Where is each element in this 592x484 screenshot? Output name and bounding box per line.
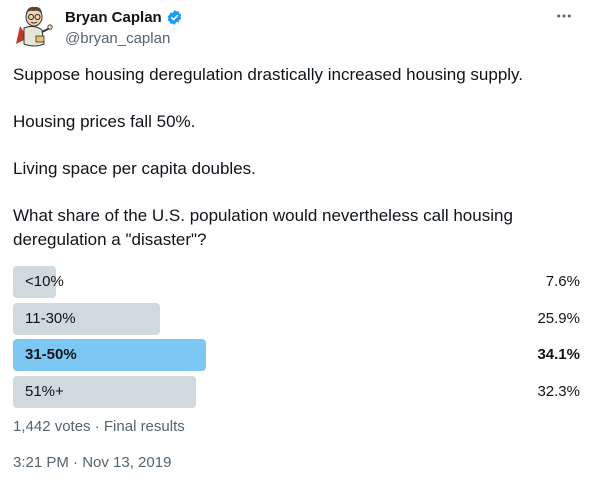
tweet-header: Bryan Caplan @bryan_caplan xyxy=(12,4,580,48)
poll-option-label: 11-30% xyxy=(25,309,76,327)
poll-option-percent: 25.9% xyxy=(537,309,580,327)
poll-option: <10% 7.6% xyxy=(13,266,580,298)
poll-option-label: <10% xyxy=(25,273,64,290)
cartoon-avatar-icon xyxy=(16,6,53,47)
author-block: Bryan Caplan @bryan_caplan xyxy=(65,7,183,47)
poll-option-bar-winner xyxy=(13,339,206,371)
poll-option: 11-30% 25.9% xyxy=(13,302,580,335)
poll-option: 31-50% 34.1% xyxy=(13,339,580,371)
poll-option-label: 51%+ xyxy=(25,382,64,400)
poll-option-bar xyxy=(13,302,160,335)
avatar[interactable] xyxy=(14,4,54,48)
poll-option: 51%+ 32.3% xyxy=(13,375,580,408)
poll-option-percent: 7.6% xyxy=(545,273,580,290)
poll-option-percent: 34.1% xyxy=(537,346,580,363)
more-horizontal-icon[interactable] xyxy=(552,4,576,28)
tweet-paragraph: Housing prices fall 50%. xyxy=(13,112,196,131)
tweet-paragraph: What share of the U.S. population would … xyxy=(13,206,513,249)
poll-option-bar xyxy=(13,375,196,408)
poll-option-percent: 32.3% xyxy=(537,382,580,400)
verified-badge-icon[interactable] xyxy=(166,9,183,26)
tweet-timestamp[interactable]: 3:21 PM · Nov 13, 2019 xyxy=(13,454,172,471)
tweet-text: Suppose housing deregulation drastically… xyxy=(13,63,573,251)
poll-summary: 1,442 votes · Final results xyxy=(13,418,185,435)
poll: <10% 7.6% 11-30% 25.9% 31-50% 34.1% 51%+… xyxy=(13,266,580,412)
author-handle[interactable]: @bryan_caplan xyxy=(65,30,171,47)
tweet-paragraph: Suppose housing deregulation drastically… xyxy=(13,65,524,84)
tweet-paragraph: Living space per capita doubles. xyxy=(13,159,256,178)
poll-option-label: 31-50% xyxy=(25,346,77,363)
poll-option-bar xyxy=(13,266,56,298)
author-name[interactable]: Bryan Caplan xyxy=(65,8,162,26)
